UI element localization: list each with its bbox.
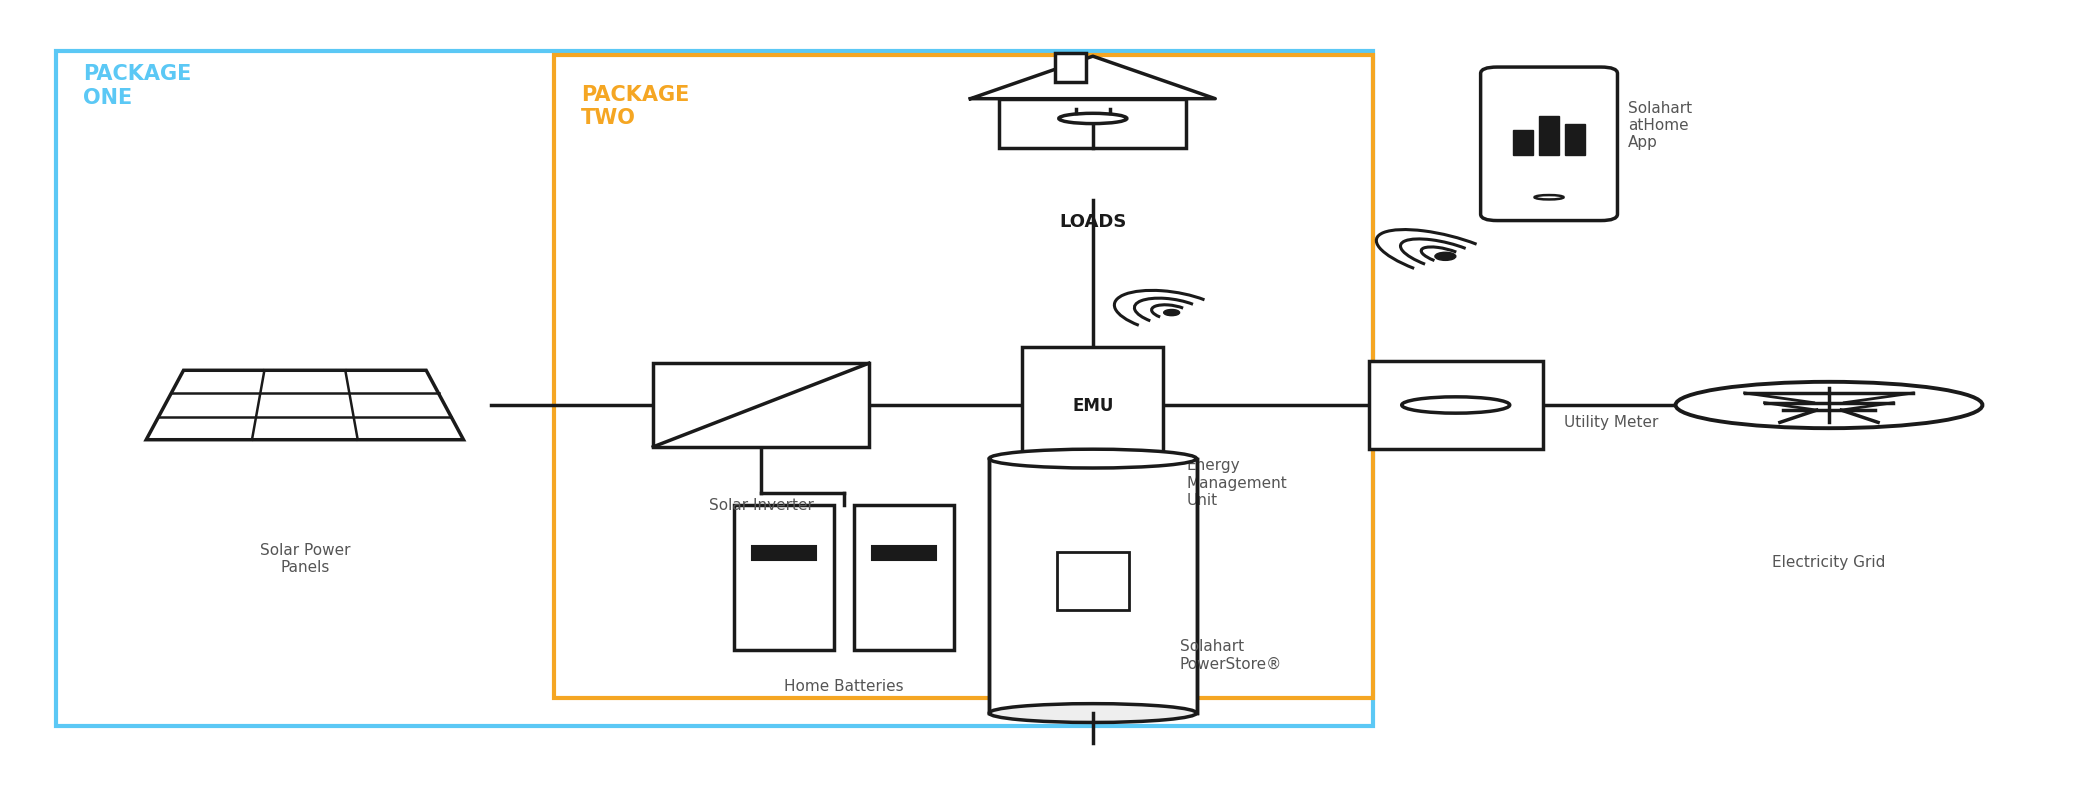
Text: LOADS: LOADS: [1060, 212, 1126, 231]
FancyBboxPatch shape: [989, 459, 1197, 713]
Ellipse shape: [989, 704, 1197, 723]
Ellipse shape: [1401, 397, 1509, 414]
Text: Solar Power
Panels: Solar Power Panels: [260, 542, 350, 574]
FancyBboxPatch shape: [872, 547, 937, 560]
FancyBboxPatch shape: [1022, 347, 1164, 464]
Ellipse shape: [1534, 195, 1564, 200]
Text: PACKAGE
ONE: PACKAGE ONE: [83, 64, 192, 108]
Text: Solahart
atHome
App: Solahart atHome App: [1628, 101, 1693, 150]
Ellipse shape: [1676, 382, 1982, 429]
FancyBboxPatch shape: [999, 100, 1187, 149]
Text: Home Batteries: Home Batteries: [785, 679, 904, 693]
FancyBboxPatch shape: [752, 547, 816, 560]
FancyBboxPatch shape: [854, 506, 954, 650]
Ellipse shape: [989, 449, 1197, 469]
FancyBboxPatch shape: [654, 364, 868, 447]
FancyBboxPatch shape: [1056, 54, 1087, 83]
FancyBboxPatch shape: [735, 506, 833, 650]
Text: EMU: EMU: [1072, 397, 1114, 414]
Circle shape: [1434, 253, 1455, 261]
FancyBboxPatch shape: [1539, 117, 1559, 156]
Polygon shape: [146, 371, 464, 440]
Text: Energy
Management
Unit: Energy Management Unit: [1187, 457, 1287, 508]
Text: Solar Inverter: Solar Inverter: [708, 498, 814, 513]
Text: Electricity Grid: Electricity Grid: [1772, 554, 1886, 569]
Circle shape: [1164, 310, 1180, 316]
Text: PACKAGE
TWO: PACKAGE TWO: [581, 84, 689, 127]
Text: Solahart
PowerStore®: Solahart PowerStore®: [1180, 638, 1283, 671]
Ellipse shape: [1060, 114, 1126, 124]
FancyBboxPatch shape: [1056, 552, 1128, 610]
FancyBboxPatch shape: [1368, 362, 1543, 449]
FancyBboxPatch shape: [1480, 68, 1618, 221]
FancyBboxPatch shape: [1514, 131, 1534, 156]
FancyBboxPatch shape: [1564, 125, 1584, 156]
Text: Utility Meter: Utility Meter: [1564, 414, 1657, 429]
